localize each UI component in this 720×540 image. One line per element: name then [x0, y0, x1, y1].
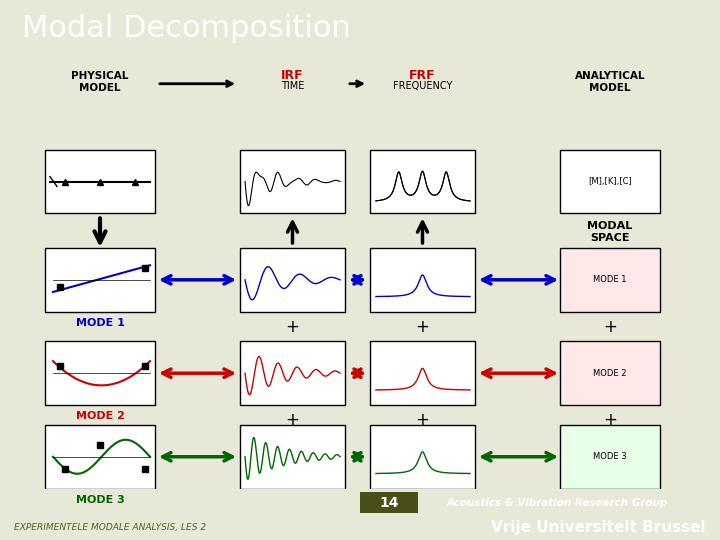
Bar	[240, 150, 345, 213]
Bar	[45, 248, 155, 312]
Text: PHYSICAL
MODEL: PHYSICAL MODEL	[71, 71, 129, 92]
Text: +: +	[603, 318, 617, 336]
Bar	[240, 425, 345, 489]
Bar	[560, 425, 660, 489]
FancyBboxPatch shape	[360, 492, 418, 514]
Text: MODE 3: MODE 3	[76, 495, 125, 504]
Text: Acoustics & Vibration Research Group: Acoustics & Vibration Research Group	[446, 497, 667, 508]
Bar	[45, 341, 155, 405]
Text: MODE 2: MODE 2	[76, 411, 125, 421]
Text: FRF: FRF	[409, 69, 436, 82]
Text: MODE 2: MODE 2	[593, 369, 626, 377]
Text: TIME: TIME	[281, 81, 304, 91]
Text: [M],[K],[C]: [M],[K],[C]	[588, 177, 632, 186]
Bar	[370, 248, 475, 312]
Text: +: +	[415, 411, 429, 429]
Bar	[560, 248, 660, 312]
Text: +: +	[415, 318, 429, 336]
Text: IRF: IRF	[282, 69, 304, 82]
Text: MODE 1: MODE 1	[76, 318, 125, 328]
Text: FREQUENCY: FREQUENCY	[393, 81, 452, 91]
Text: +: +	[603, 411, 617, 429]
Text: MODAL
SPACE: MODAL SPACE	[588, 221, 633, 243]
Text: +: +	[286, 411, 300, 429]
Text: ANALYTICAL
MODEL: ANALYTICAL MODEL	[575, 71, 645, 92]
Text: 14: 14	[379, 496, 399, 510]
Bar	[240, 341, 345, 405]
Bar	[370, 341, 475, 405]
Bar	[560, 341, 660, 405]
Text: MODE 3: MODE 3	[593, 453, 627, 461]
Bar	[45, 425, 155, 489]
Text: Vrije Universiteit Brussel: Vrije Universiteit Brussel	[491, 519, 706, 535]
Bar	[370, 425, 475, 489]
Text: EXPERIMENTELE MODALE ANALYSIS, LES 2: EXPERIMENTELE MODALE ANALYSIS, LES 2	[14, 523, 207, 532]
Bar	[370, 150, 475, 213]
Text: Modal Decomposition: Modal Decomposition	[22, 14, 351, 43]
Text: +: +	[286, 318, 300, 336]
Bar	[560, 150, 660, 213]
Bar	[240, 248, 345, 312]
Text: MODE 1: MODE 1	[593, 275, 626, 285]
Bar	[45, 150, 155, 213]
